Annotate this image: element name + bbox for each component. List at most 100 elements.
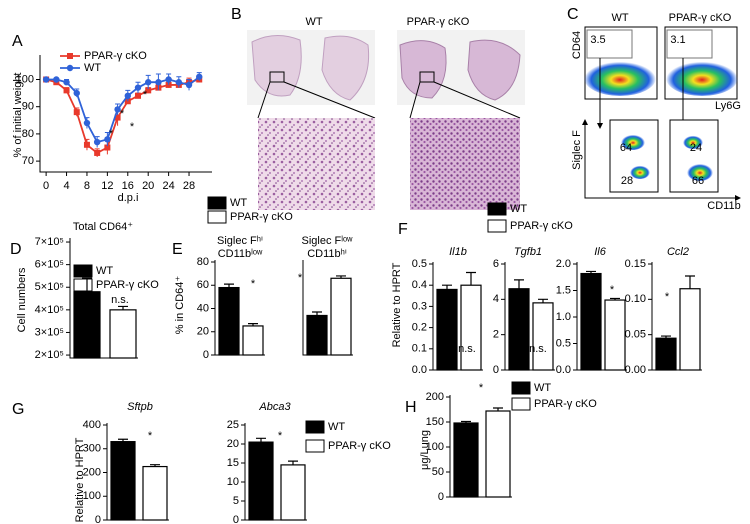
flow-density	[630, 165, 650, 179]
panel-label: H	[405, 399, 417, 416]
bar	[330, 277, 352, 356]
y-tick-label: 200	[426, 391, 444, 403]
legend-label: WT	[510, 203, 527, 215]
marker	[165, 76, 172, 83]
y-tick-label: 0.2	[412, 322, 427, 334]
bar	[306, 314, 328, 356]
image-title: WT	[305, 16, 322, 28]
annotation: *	[479, 382, 484, 394]
y-tick-label: 0	[203, 349, 209, 361]
y-tick-label: 90	[22, 101, 34, 113]
panel-label: D	[10, 241, 22, 258]
y-tick-label: 300	[83, 443, 101, 455]
plot-title: WT	[611, 12, 628, 24]
y-tick-label: 70	[22, 155, 34, 167]
marker	[145, 87, 152, 94]
marker	[155, 79, 162, 86]
legend-swatch	[207, 210, 227, 224]
gate-value: 3.5	[590, 34, 605, 46]
legend-label: WT	[534, 382, 551, 394]
series-line	[46, 76, 200, 144]
annotation: *	[278, 430, 283, 442]
x-axis-label: d.p.i	[118, 192, 139, 204]
histology-zoom	[410, 118, 520, 210]
legend-swatch	[511, 397, 531, 411]
panel-label: G	[12, 401, 24, 418]
subplot-title: Siglec Fˡᵒʷ	[302, 235, 354, 247]
gate-value: 64	[620, 142, 632, 154]
marker	[63, 87, 70, 94]
legend-swatch	[511, 381, 531, 395]
zoom-line	[283, 81, 376, 119]
y-tick-label: 5×10⁵	[35, 281, 64, 293]
zoom-line	[257, 81, 271, 119]
panel-label: A	[12, 33, 23, 50]
legend-swatch	[487, 202, 507, 216]
y-tick-label: 0.0	[556, 364, 571, 376]
histology-zoom	[258, 118, 375, 210]
flow-density	[621, 134, 645, 150]
subplot-title: Ccl2	[667, 246, 689, 258]
subplot-title: CD11bˡᵒʷ	[218, 248, 263, 260]
y-tick-label: 100	[426, 441, 444, 453]
zoom-box	[269, 71, 285, 83]
y-tick-label: 20	[227, 438, 239, 450]
subplot-title: Tgfb1	[514, 246, 542, 258]
y-tick-label: 6	[493, 258, 499, 270]
annotation: *	[143, 89, 148, 101]
panel-label: B	[231, 6, 242, 23]
y-tick-label: 80	[22, 128, 34, 140]
y-tick-label: 0.15	[625, 258, 646, 270]
annotation: n.s.	[111, 294, 129, 306]
legend-label: PPAR-γ cKO	[230, 211, 293, 223]
marker	[93, 138, 101, 146]
y-axis-label: Relative to HPRT	[74, 437, 86, 522]
error-bar	[685, 275, 695, 289]
error-bar	[466, 271, 476, 286]
lung-section	[399, 40, 447, 99]
legend-label: PPAR-γ cKO	[84, 50, 147, 62]
y-tick-label: 0.5	[412, 258, 427, 270]
gate-value: 66	[692, 175, 704, 187]
y-tick-label: 400	[83, 419, 101, 431]
flow-density	[687, 163, 713, 181]
bar	[604, 299, 626, 371]
annotation: *	[148, 430, 153, 442]
marker	[196, 73, 203, 80]
axis-label: CD11b	[707, 200, 740, 212]
legend-marker	[66, 64, 74, 72]
y-tick-label: 100	[16, 73, 34, 85]
flow-density	[666, 60, 738, 96]
legend-swatch	[73, 278, 93, 292]
y-axis-label: % of initial weight	[12, 73, 24, 158]
legend-swatch	[305, 439, 325, 453]
subplot-title: Abca3	[258, 401, 291, 413]
bar	[73, 291, 101, 359]
chart-title: Total CD64⁺	[73, 221, 133, 233]
zoom-box	[419, 71, 435, 83]
bar	[460, 284, 482, 371]
gate-value: 28	[621, 175, 633, 187]
lung-section	[321, 35, 370, 101]
y-tick-label: 4×10⁵	[35, 304, 64, 316]
marker	[73, 89, 80, 97]
marker	[83, 119, 91, 127]
zoom-line	[433, 81, 521, 119]
y-tick-label: 4	[493, 293, 499, 305]
marker	[42, 76, 50, 83]
bar	[248, 441, 274, 521]
marker	[114, 106, 121, 113]
y-tick-label: 25	[227, 419, 239, 431]
axis-label: CD64	[571, 31, 583, 59]
marker	[73, 109, 80, 116]
marker	[83, 141, 90, 148]
bar	[280, 464, 306, 521]
annotation: *	[298, 272, 303, 284]
y-tick-label: 0.3	[412, 300, 427, 312]
legend-swatch	[73, 264, 93, 278]
panel-label: E	[172, 241, 183, 258]
annotation: *	[665, 291, 670, 303]
legend-label: WT	[84, 62, 101, 74]
annotation: *	[130, 121, 135, 133]
bar	[242, 325, 264, 356]
